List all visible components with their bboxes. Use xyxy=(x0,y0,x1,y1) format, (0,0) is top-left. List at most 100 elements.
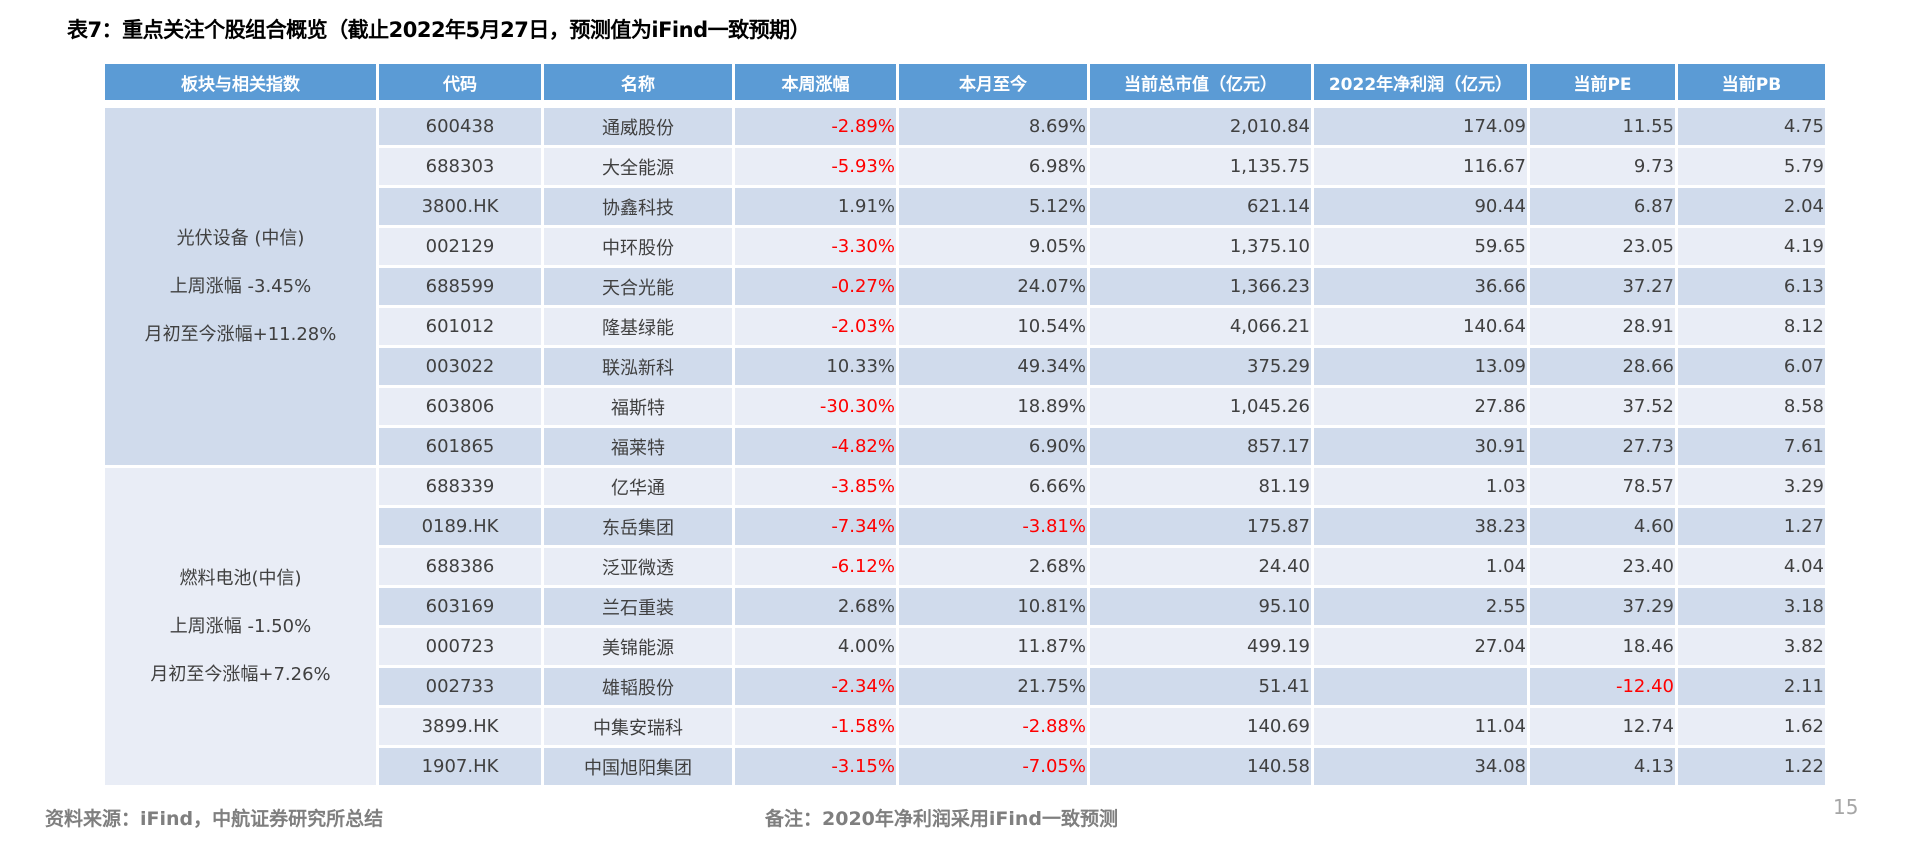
market-cap-cell: 1,366.23 xyxy=(1090,268,1311,305)
name-cell: 福斯特 xyxy=(544,388,732,425)
pe-cell: 4.60 xyxy=(1530,508,1675,545)
table-row: 光伏设备 (中信) 上周涨幅 -3.45% 月初至今涨幅+11.28% 600438 通… xyxy=(105,108,1825,465)
weekly-change-cell: 4.00% xyxy=(735,628,896,665)
market-cap-cell: 24.40 xyxy=(1090,548,1311,585)
net-profit-cell: 11.04 xyxy=(1314,708,1527,745)
weekly-change-cell: -3.30% xyxy=(735,228,896,265)
weekly-change-cell: -5.93% xyxy=(735,148,896,185)
code-cell: 601012 xyxy=(379,308,541,345)
pb-cell: 8.12 xyxy=(1678,308,1825,345)
name-cell: 雄韬股份 xyxy=(544,668,732,705)
net-profit-cell: 140.64 xyxy=(1314,308,1527,345)
code-cell: 688599 xyxy=(379,268,541,305)
weekly-change-cell: -7.34% xyxy=(735,508,896,545)
pb-cell: 3.18 xyxy=(1678,588,1825,625)
mtd-change-cell: 6.98% xyxy=(899,148,1087,185)
mtd-change-cell: 10.81% xyxy=(899,588,1087,625)
column-header: 2022年净利润（亿元） xyxy=(1314,64,1527,100)
net-profit-cell: 116.67 xyxy=(1314,148,1527,185)
mtd-change-cell: 24.07% xyxy=(899,268,1087,305)
mtd-change-cell: 6.66% xyxy=(899,468,1087,505)
pe-cell: 27.73 xyxy=(1530,428,1675,465)
net-profit-cell: 1.04 xyxy=(1314,548,1527,585)
table-row: 003022 联泓新科 10.33% 49.34% 375.29 13.09 28.66 6.… xyxy=(105,348,1825,385)
name-cell: 美锦能源 xyxy=(544,628,732,665)
net-profit-cell: 27.04 xyxy=(1314,628,1527,665)
name-cell: 天合光能 xyxy=(544,268,732,305)
column-header: 当前总市值（亿元） xyxy=(1090,64,1311,100)
code-cell: 688386 xyxy=(379,548,541,585)
sector-index-cell: 燃料电池(中信) 上周涨幅 -1.50% 月初至今涨幅+7.26% xyxy=(105,468,376,785)
pb-cell: 3.29 xyxy=(1678,468,1825,505)
market-cap-cell: 81.19 xyxy=(1090,468,1311,505)
name-cell: 隆基绿能 xyxy=(544,308,732,345)
mtd-change-cell: 21.75% xyxy=(899,668,1087,705)
weekly-change-cell: -4.82% xyxy=(735,428,896,465)
code-cell: 3800.HK xyxy=(379,188,541,225)
net-profit-cell: 30.91 xyxy=(1314,428,1527,465)
page-number: 15 xyxy=(1833,795,1859,819)
weekly-change-cell: 10.33% xyxy=(735,348,896,385)
table-row: 002733 雄韬股份 -2.34% 21.75% 51.41 -12.40 2.11 xyxy=(105,668,1825,705)
pe-cell: 78.57 xyxy=(1530,468,1675,505)
table-row: 1907.HK 中国旭阳集团 -3.15% -7.05% 140.58 34.08 4.13… xyxy=(105,748,1825,785)
mtd-change-cell: 11.87% xyxy=(899,628,1087,665)
net-profit-cell: 36.66 xyxy=(1314,268,1527,305)
name-cell: 大全能源 xyxy=(544,148,732,185)
code-cell: 600438 xyxy=(379,108,541,145)
weekly-change-cell: -2.03% xyxy=(735,308,896,345)
weekly-change-cell: -30.30% xyxy=(735,388,896,425)
pb-cell: 2.04 xyxy=(1678,188,1825,225)
mtd-change-cell: 49.34% xyxy=(899,348,1087,385)
table-row: 603169 兰石重装 2.68% 10.81% 95.10 2.55 37.29 3.18 xyxy=(105,588,1825,625)
code-cell: 000723 xyxy=(379,628,541,665)
pe-cell: 11.55 xyxy=(1530,108,1675,145)
sector-line: 上周涨幅 -3.45% xyxy=(169,275,312,297)
sector-line: 燃料电池(中信) xyxy=(179,567,302,589)
table-row: 0189.HK 东岳集团 -7.34% -3.81% 175.87 38.23 4.60 1.… xyxy=(105,508,1825,545)
net-profit-cell: 34.08 xyxy=(1314,748,1527,785)
market-cap-cell: 95.10 xyxy=(1090,588,1311,625)
table-row: 601012 隆基绿能 -2.03% 10.54% 4,066.21 140.64 28.9… xyxy=(105,308,1825,345)
pe-cell: 37.29 xyxy=(1530,588,1675,625)
name-cell: 联泓新科 xyxy=(544,348,732,385)
table-row: 601865 福莱特 -4.82% 6.90% 857.17 30.91 27.73 7.61 xyxy=(105,428,1825,465)
market-cap-cell: 1,135.75 xyxy=(1090,148,1311,185)
net-profit-cell: 59.65 xyxy=(1314,228,1527,265)
code-cell: 1907.HK xyxy=(379,748,541,785)
column-header: 当前PE xyxy=(1530,64,1675,100)
net-profit-cell: 27.86 xyxy=(1314,388,1527,425)
code-cell: 3899.HK xyxy=(379,708,541,745)
sector-line: 月初至今涨幅+7.26% xyxy=(150,663,331,685)
pe-cell: 6.87 xyxy=(1530,188,1675,225)
sector-line: 光伏设备 (中信) xyxy=(176,227,305,249)
name-cell: 福莱特 xyxy=(544,428,732,465)
column-header: 当前PB xyxy=(1678,64,1825,100)
pe-cell: 4.13 xyxy=(1530,748,1675,785)
market-cap-cell: 140.58 xyxy=(1090,748,1311,785)
weekly-change-cell: 2.68% xyxy=(735,588,896,625)
market-cap-cell: 2,010.84 xyxy=(1090,108,1311,145)
pb-cell: 1.22 xyxy=(1678,748,1825,785)
pb-cell: 4.19 xyxy=(1678,228,1825,265)
pe-cell: 12.74 xyxy=(1530,708,1675,745)
column-header: 代码 xyxy=(379,64,541,100)
market-cap-cell: 175.87 xyxy=(1090,508,1311,545)
table-header-row: 板块与相关指数 代码 名称 本周涨幅 本月至今 当前总市值（亿元） 2022年净利润（亿元）… xyxy=(105,64,1825,100)
pe-cell: 28.66 xyxy=(1530,348,1675,385)
pe-cell: 37.52 xyxy=(1530,388,1675,425)
table-row: 603806 福斯特 -30.30% 18.89% 1,045.26 27.86 37.52… xyxy=(105,388,1825,425)
column-header: 本月至今 xyxy=(899,64,1087,100)
mtd-change-cell: -3.81% xyxy=(899,508,1087,545)
table-row: 688303 大全能源 -5.93% 6.98% 1,135.75 116.67 9.73 5… xyxy=(105,148,1825,185)
market-cap-cell: 375.29 xyxy=(1090,348,1311,385)
weekly-change-cell: 1.91% xyxy=(735,188,896,225)
pb-cell: 2.11 xyxy=(1678,668,1825,705)
name-cell: 中集安瑞科 xyxy=(544,708,732,745)
code-cell: 601865 xyxy=(379,428,541,465)
market-cap-cell: 499.19 xyxy=(1090,628,1311,665)
code-cell: 0189.HK xyxy=(379,508,541,545)
sector-index-cell: 光伏设备 (中信) 上周涨幅 -3.45% 月初至今涨幅+11.28% xyxy=(105,108,376,465)
mtd-change-cell: 18.89% xyxy=(899,388,1087,425)
pe-cell: 28.91 xyxy=(1530,308,1675,345)
